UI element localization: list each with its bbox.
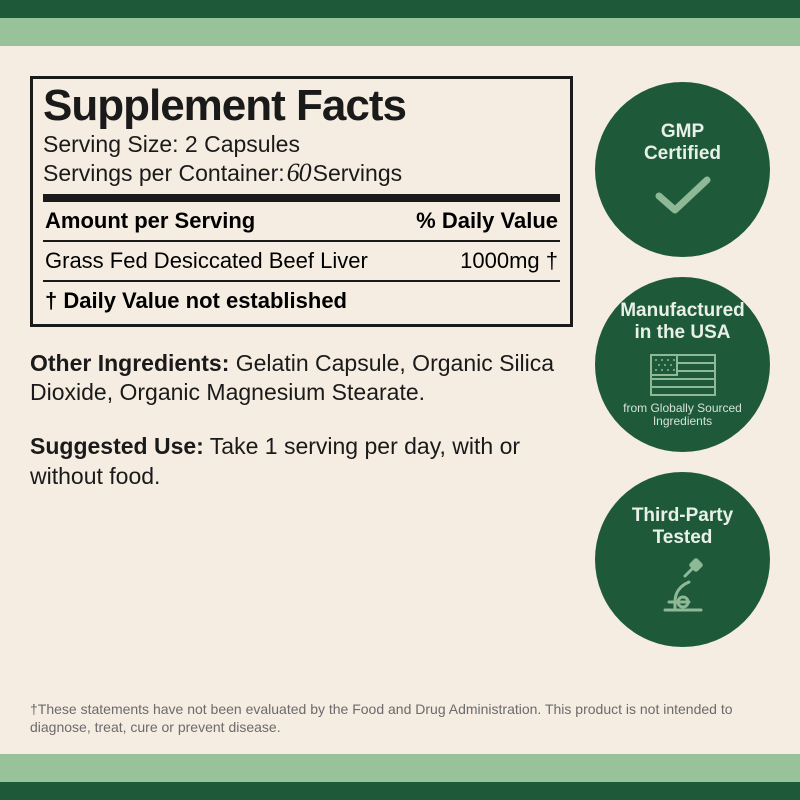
facts-column: Supplement Facts Serving Size: 2 Capsule… (30, 76, 573, 647)
top-light-band (0, 18, 800, 46)
badge-tested-line2: Tested (653, 527, 713, 548)
thick-rule (43, 194, 560, 202)
col-dv: % Daily Value (416, 208, 558, 234)
column-headers: Amount per Serving % Daily Value (43, 202, 560, 242)
badge-tested: Third-Party Tested (595, 472, 770, 647)
badge-usa-line2: in the USA (634, 322, 730, 343)
dv-footnote: † Daily Value not established (43, 282, 560, 320)
ingredient-row: Grass Fed Desiccated Beef Liver 1000mg † (43, 242, 560, 282)
ingredient-amount: 1000mg † (452, 248, 558, 274)
fda-disclaimer: †These statements have not been evaluate… (30, 700, 770, 736)
top-dark-band (0, 0, 800, 18)
col-amount: Amount per Serving (45, 208, 255, 234)
servings-per-container: Servings per Container:60Servings (43, 158, 560, 188)
badge-tested-line1: Third-Party (632, 505, 733, 526)
badges-column: GMP Certified Manufactured in the USA (595, 76, 770, 647)
badge-usa-sub: from Globally Sourced Ingredients (623, 402, 742, 430)
suggested-use: Suggested Use: Take 1 serving per day, w… (30, 432, 573, 492)
other-ingredients: Other Ingredients: Gelatin Capsule, Orga… (30, 349, 573, 409)
serving-size-label: Serving Size: (43, 131, 179, 157)
badge-gmp-line2: Certified (644, 143, 721, 164)
servings-per-label: Servings per Container: (43, 160, 285, 186)
suggested-label: Suggested Use: (30, 433, 204, 459)
usa-flag-icon (650, 354, 716, 396)
other-label: Other Ingredients: (30, 350, 229, 376)
main-panel: Supplement Facts Serving Size: 2 Capsule… (0, 46, 800, 754)
ingredient-name: Grass Fed Desiccated Beef Liver (45, 248, 368, 274)
serving-size-value: 2 Capsules (185, 131, 300, 157)
bottom-light-band (0, 754, 800, 782)
checkmark-icon (653, 174, 713, 218)
badge-usa-line1: Manufactured (620, 300, 745, 321)
badge-gmp-line1: GMP (661, 121, 704, 142)
serving-size: Serving Size: 2 Capsules (43, 131, 560, 157)
bottom-dark-band (0, 782, 800, 800)
supplement-facts-box: Supplement Facts Serving Size: 2 Capsule… (30, 76, 573, 327)
footnote-text: † Daily Value not established (45, 288, 347, 314)
badge-usa: Manufactured in the USA from (595, 277, 770, 452)
servings-per-unit: Servings (313, 160, 402, 186)
badge-gmp: GMP Certified (595, 82, 770, 257)
microscope-icon (655, 558, 711, 614)
servings-per-value: 60 (285, 158, 313, 187)
facts-title: Supplement Facts (43, 83, 560, 129)
